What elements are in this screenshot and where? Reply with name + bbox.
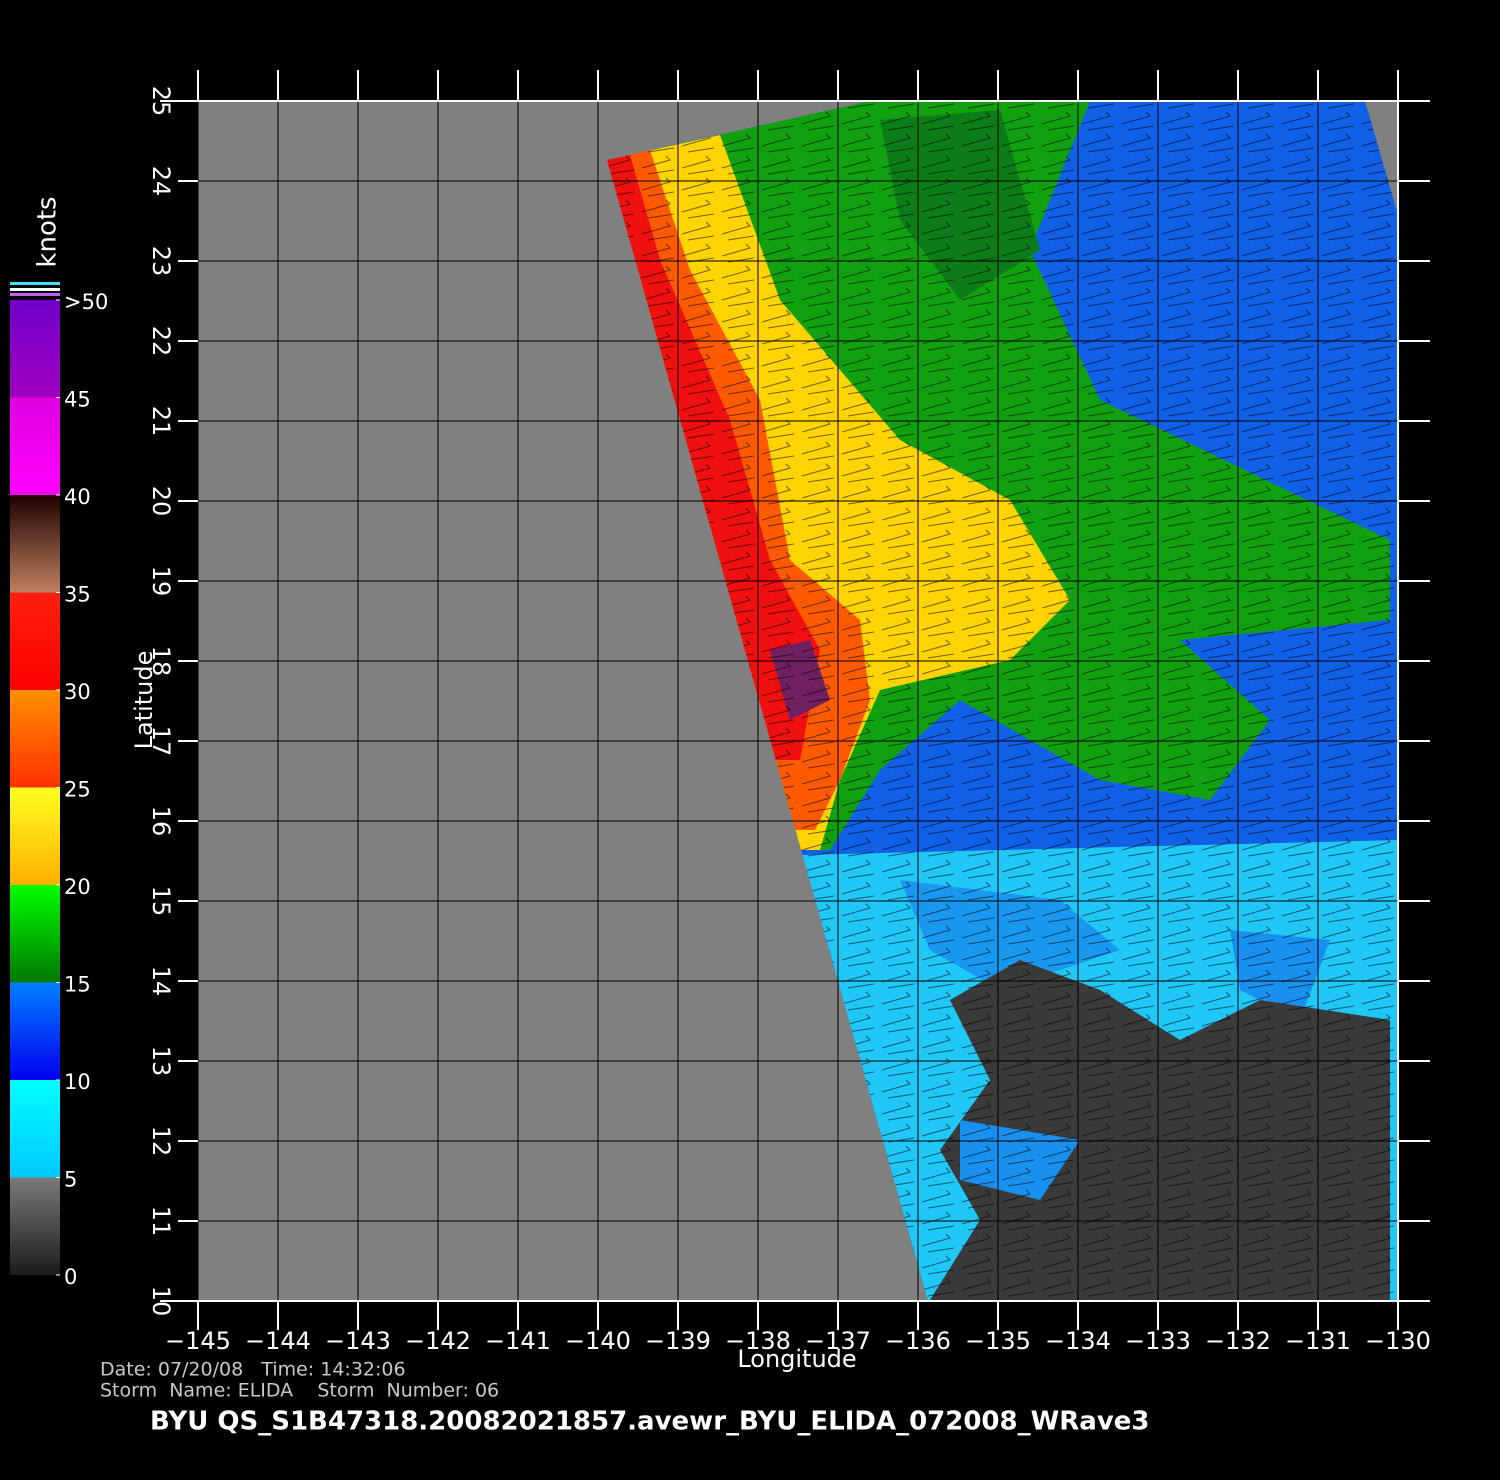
x-tick-label: −143 [325, 1327, 391, 1355]
colorbar-segment [10, 1177, 60, 1275]
colorbar-tick-label: >50 [64, 290, 108, 314]
y-tick-label: 12 [147, 1126, 175, 1157]
x-tick-label: −142 [405, 1327, 471, 1355]
y-tick-label: 20 [147, 486, 175, 517]
colorbar-segment [10, 397, 60, 495]
colorbar-tick-label: 25 [64, 778, 91, 802]
date-line: Date: 07/20/08 Time: 14:32:06 [100, 1359, 406, 1381]
colorbar-cap [10, 282, 60, 285]
colorbar-segment [10, 982, 60, 1080]
colorbar-tick-label: 45 [64, 388, 91, 412]
colorbar-tick-label: 35 [64, 583, 91, 607]
x-tick-label: −134 [1045, 1327, 1111, 1355]
colorbar-segment [10, 885, 60, 983]
x-tick-label: −141 [485, 1327, 551, 1355]
colorbar-tick-label: 0 [64, 1265, 77, 1289]
axes: −145 −144 −143 −142 −141 −140 −139 −138 −137 −136… [147, 70, 1431, 1355]
colorbar-segment [10, 690, 60, 788]
x-tick-label: −137 [805, 1327, 871, 1355]
colorbar-segment [10, 300, 60, 398]
colorbar-segment [10, 787, 60, 885]
y-tick-label: 10 [147, 1286, 175, 1317]
colorbar: 0 5 10 15 20 25 30 35 40 45 >50 [10, 282, 108, 1289]
colorbar-cap [10, 293, 60, 296]
y-tick-label: 19 [147, 566, 175, 597]
colorbar-tick-label: 20 [64, 875, 91, 899]
y-tick-label: 13 [147, 1046, 175, 1077]
x-axis-label: Longitude [737, 1345, 856, 1373]
colorbar-tick-label: 10 [64, 1070, 91, 1094]
colorbar-tick-label: 30 [64, 680, 91, 704]
x-tick-label: −144 [245, 1327, 311, 1355]
y-tick-label: 17 [147, 726, 175, 757]
x-tick-label: −140 [565, 1327, 631, 1355]
storm-line: Storm Name: ELIDA Storm Number: 06 [100, 1380, 499, 1402]
x-tick-label: −135 [965, 1327, 1031, 1355]
colorbar-segment [10, 495, 60, 593]
colorbar-tick-label: 5 [64, 1168, 77, 1192]
x-tick-label: −130 [1365, 1327, 1431, 1355]
colorbar-tick-label: 40 [64, 485, 91, 509]
y-tick-label: 15 [147, 886, 175, 917]
y-tick-label: 11 [147, 1206, 175, 1237]
x-tick-label: −145 [165, 1327, 231, 1355]
y-tick-label: 22 [147, 326, 175, 357]
x-tick-label: −139 [645, 1327, 711, 1355]
y-tick-label: 23 [147, 246, 175, 277]
product-title: BYU QS_S1B47318.20082021857.avewr_BYU_EL… [150, 1407, 1150, 1437]
y-tick-label: 14 [147, 966, 175, 997]
x-tick-label: −136 [885, 1327, 951, 1355]
colorbar-cap [10, 288, 60, 291]
x-tick-label: −132 [1205, 1327, 1271, 1355]
y-tick-label: 18 [147, 646, 175, 677]
y-axis-label: Latitude [130, 651, 158, 750]
colorbar-label: knots [33, 196, 63, 267]
x-tick-label: −133 [1125, 1327, 1191, 1355]
colorbar-segment [10, 1080, 60, 1178]
y-tick-label: 24 [147, 166, 175, 197]
x-tick-label: −138 [725, 1327, 791, 1355]
colorbar-segment [10, 592, 60, 690]
x-tick-label: −131 [1285, 1327, 1351, 1355]
y-tick-label: 16 [147, 806, 175, 837]
y-tick-label: 25 [147, 86, 175, 117]
y-tick-label: 21 [147, 406, 175, 437]
colorbar-tick-label: 15 [64, 973, 91, 997]
